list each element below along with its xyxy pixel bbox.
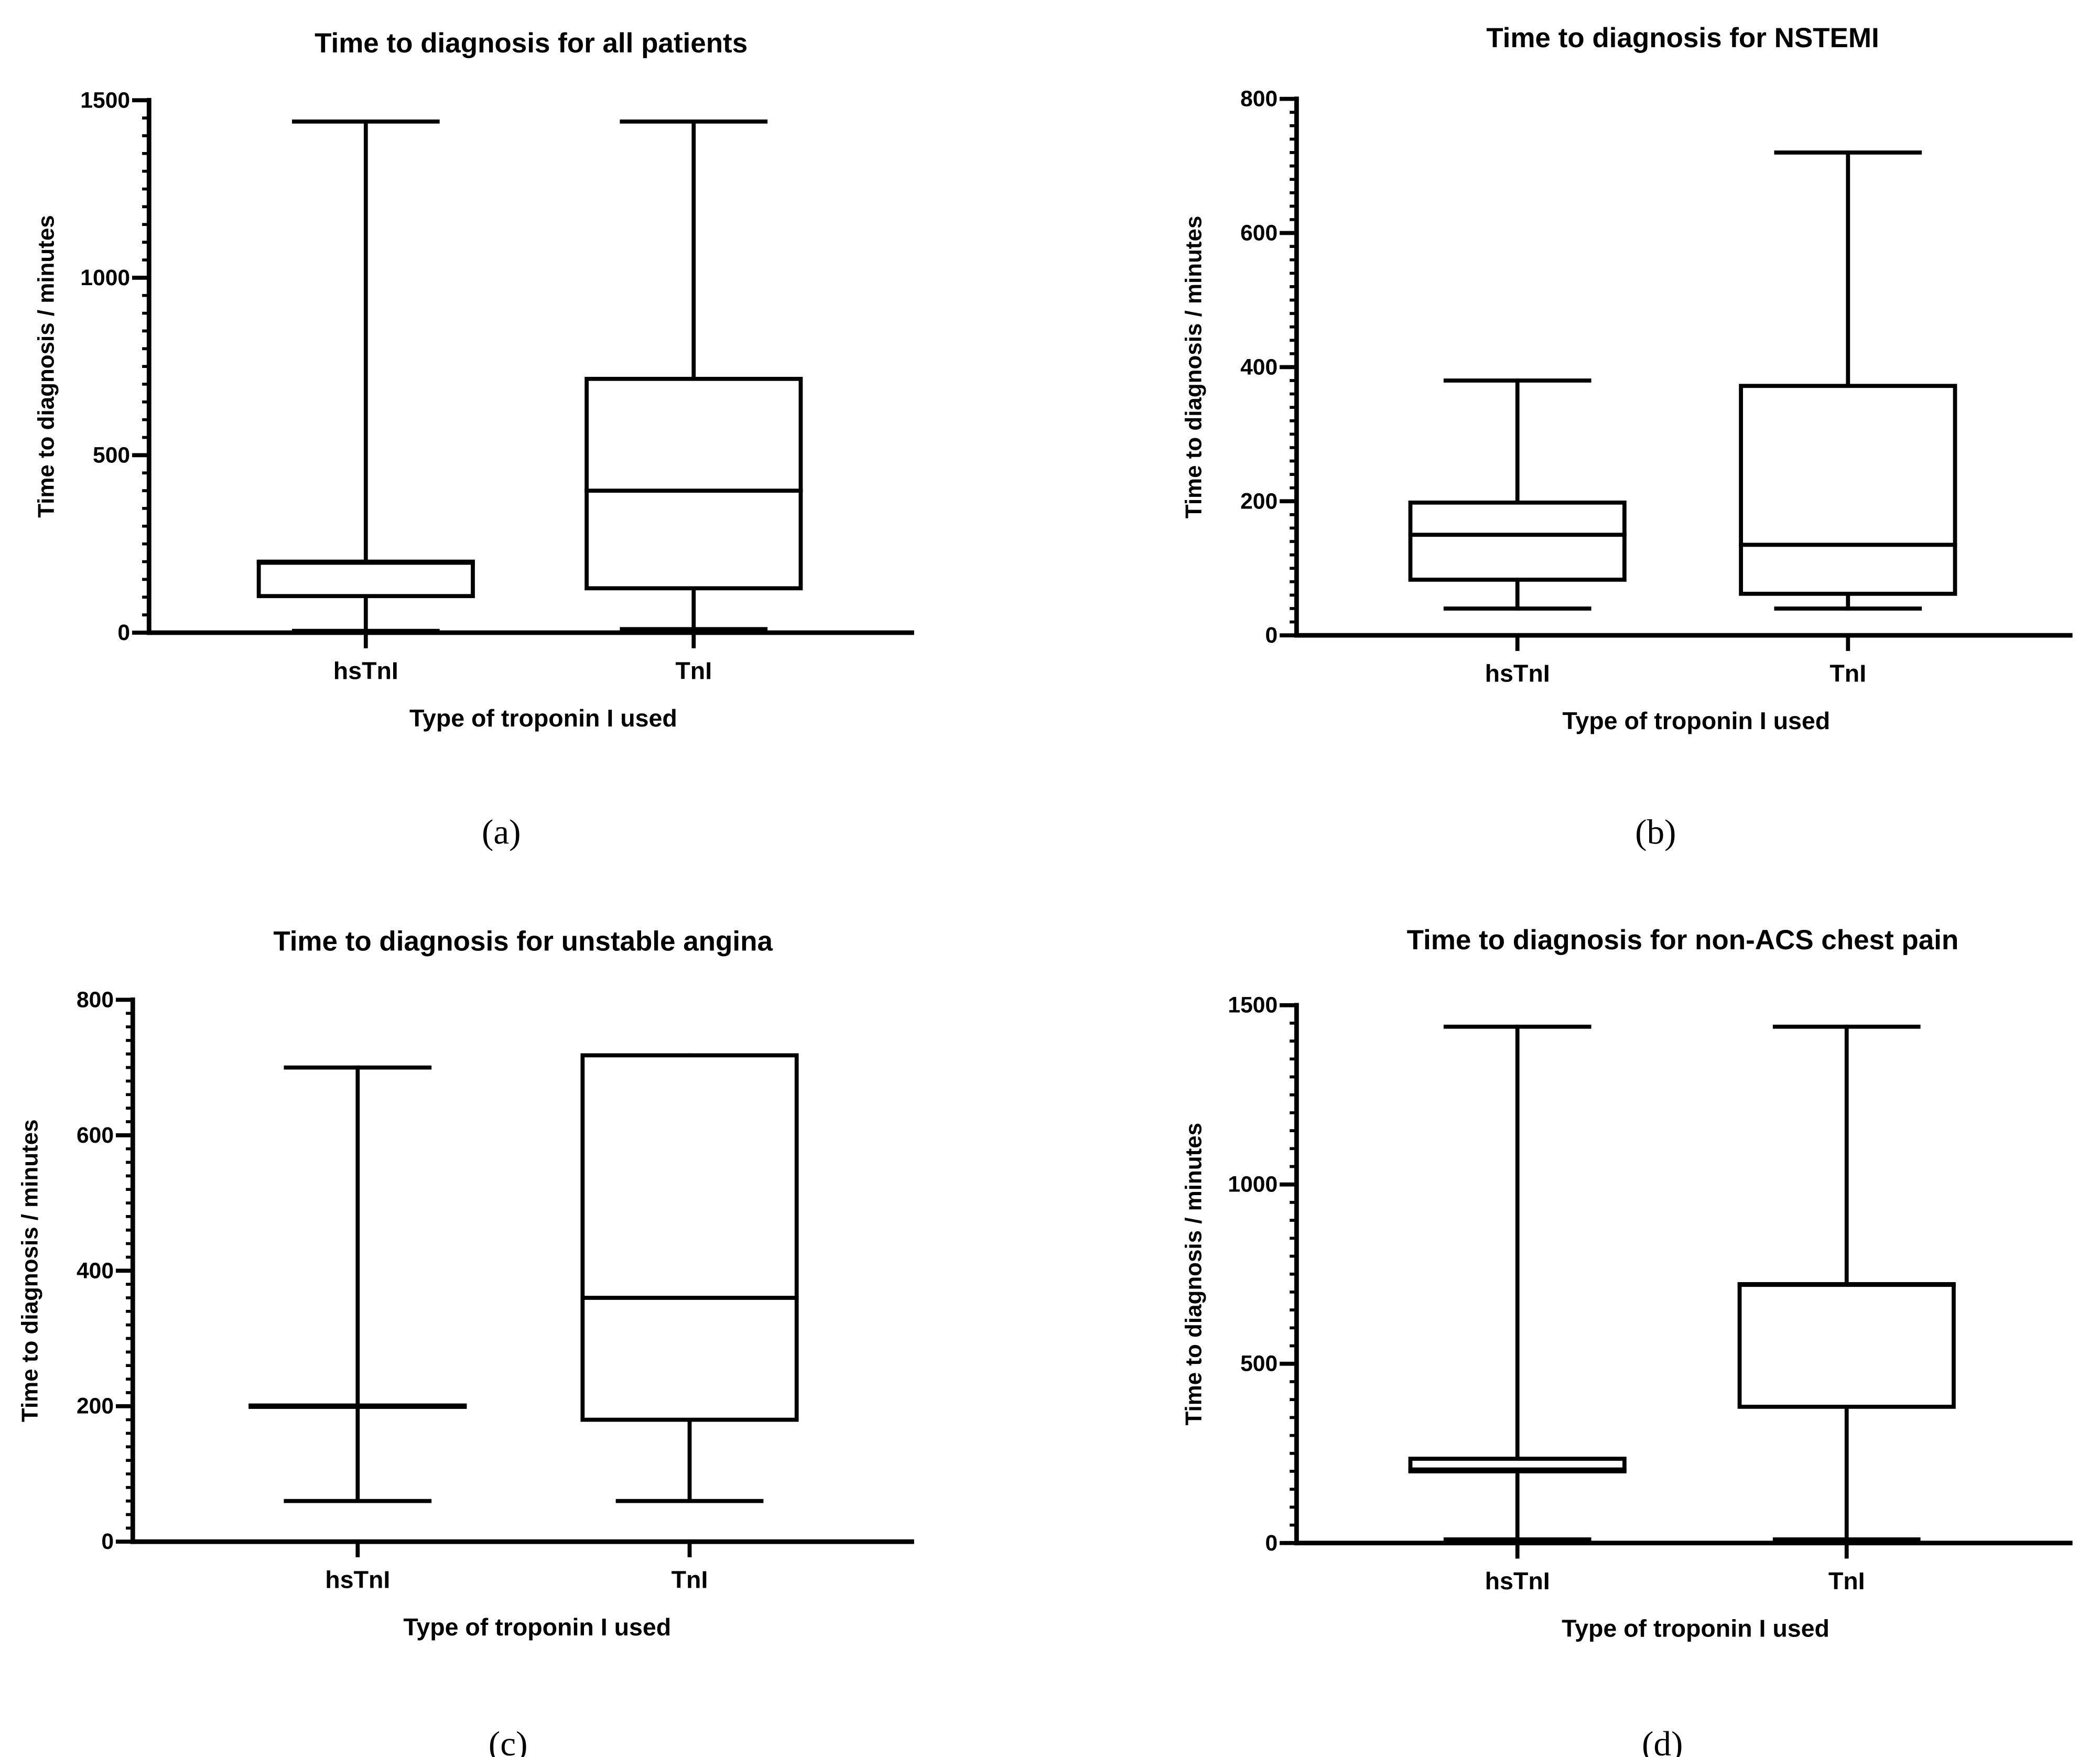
y-tick-label: 0	[101, 1529, 114, 1554]
x-axis-title: Type of troponin I used	[403, 1613, 671, 1641]
x-axis-title: Type of troponin I used	[1562, 707, 1830, 734]
panel-label: (c)	[489, 1724, 528, 1757]
y-tick-label: 1500	[1228, 993, 1278, 1018]
chart-title: Time to diagnosis for NSTEMI	[1486, 23, 1879, 53]
x-tick-label: TnI	[672, 1566, 708, 1593]
y-tick-label: 1000	[1228, 1172, 1278, 1197]
y-tick-label: 400	[77, 1258, 114, 1283]
y-tick-label: 400	[1240, 354, 1278, 379]
x-axis-title: Type of troponin I used	[1562, 1615, 1830, 1642]
x-tick-label: hsTnI	[1485, 660, 1550, 687]
y-tick-label: 600	[77, 1123, 114, 1148]
y-tick-label: 200	[77, 1394, 114, 1419]
chart-panel-3: Time to diagnosis for unstable angina (c)…	[17, 926, 914, 1757]
panel-label: (d)	[1642, 1724, 1683, 1757]
y-tick-label: 200	[1240, 489, 1278, 514]
y-tick-label: 600	[1240, 221, 1278, 246]
x-tick-label: TnI	[675, 657, 712, 684]
box-iqr	[1408, 500, 1627, 582]
y-tick-label: 1000	[80, 265, 130, 290]
x-tick-label: hsTnI	[1485, 1567, 1550, 1595]
box-TnI: TnI	[584, 120, 803, 684]
box-iqr	[1739, 384, 1957, 596]
y-axis-title: Time to diagnosis / minutes	[33, 215, 59, 518]
x-tick-label: hsTnI	[333, 657, 398, 684]
y-tick-label: 0	[117, 620, 130, 645]
box-iqr	[256, 559, 475, 599]
x-tick-label: TnI	[1830, 660, 1866, 687]
x-axis-title: Type of troponin I used	[409, 704, 677, 732]
box-iqr	[584, 376, 803, 591]
y-tick-label: 500	[1240, 1351, 1278, 1376]
box-hsTnI: hsTnI	[1408, 1024, 1627, 1595]
chart-title: Time to diagnosis for all patients	[315, 28, 748, 59]
chart-panel-4: Time to diagnosis for non-ACS chest pain…	[1181, 925, 2073, 1757]
y-tick-label: 500	[93, 442, 130, 468]
box-iqr	[1737, 1282, 1956, 1409]
box-TnI: TnI	[580, 1053, 799, 1593]
x-tick-label: TnI	[1828, 1567, 1865, 1595]
box-hsTnI: hsTnI	[1408, 378, 1627, 687]
chart-panel-2: Time to diagnosis for NSTEMI (b) 0 200 400 60…	[1181, 23, 2073, 851]
box-hsTnI: hsTnI	[256, 120, 475, 684]
chart-panel-1: Time to diagnosis for all patients (a) 0 50…	[33, 28, 914, 851]
box-TnI: TnI	[1737, 1024, 1956, 1595]
box-iqr	[580, 1053, 799, 1422]
box-hsTnI: hsTnI	[248, 1065, 467, 1593]
panel-label: (a)	[482, 812, 521, 851]
y-tick-label: 0	[1265, 1531, 1278, 1556]
y-axis-title: Time to diagnosis / minutes	[1181, 216, 1206, 519]
chart-title: Time to diagnosis for unstable angina	[273, 926, 773, 957]
y-axis-title: Time to diagnosis / minutes	[1181, 1123, 1206, 1426]
y-tick-label: 0	[1265, 623, 1278, 648]
chart-title: Time to diagnosis for non-ACS chest pain	[1407, 925, 1959, 956]
x-tick-label: hsTnI	[325, 1566, 390, 1593]
panel-label: (b)	[1635, 812, 1676, 851]
y-tick-label: 800	[1240, 86, 1278, 112]
box-TnI: TnI	[1739, 150, 1957, 687]
y-axis-title: Time to diagnosis / minutes	[17, 1119, 42, 1422]
y-tick-label: 1500	[80, 88, 130, 113]
y-tick-label: 800	[77, 987, 114, 1012]
